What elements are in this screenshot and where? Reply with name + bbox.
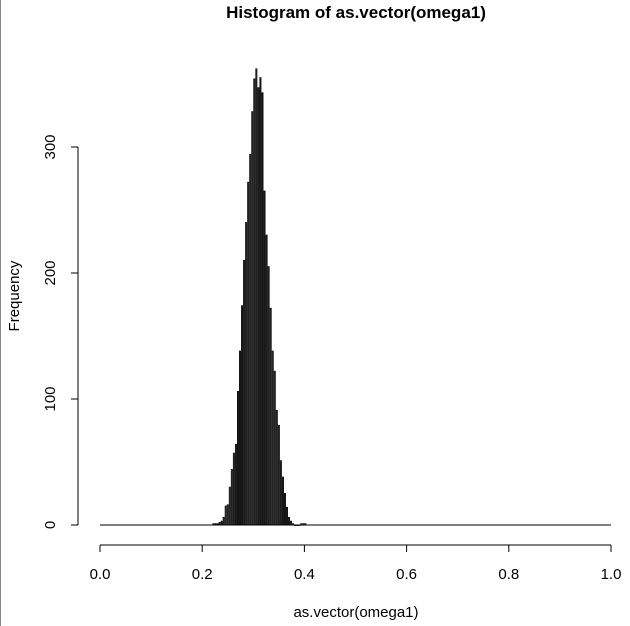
histogram-bar-24 — [261, 92, 264, 526]
histogram-bar-19 — [251, 111, 254, 526]
histogram-bar-28 — [269, 307, 272, 526]
histogram-bar-30 — [273, 370, 276, 526]
histogram-bar-18 — [249, 154, 252, 526]
histogram-bar-7 — [226, 504, 229, 526]
histogram-bar-32 — [277, 425, 280, 526]
histogram-bar-38 — [290, 520, 293, 526]
histogram-bar-4 — [220, 520, 223, 526]
y-axis: 0 100 200 300 — [42, 134, 79, 529]
histogram-bar-34 — [281, 476, 284, 526]
histogram-bar-17 — [247, 181, 250, 526]
histogram-bar-2 — [216, 523, 219, 526]
histogram-bar-43 — [300, 523, 303, 526]
histogram-bar-15 — [243, 259, 246, 526]
x-axis: 0.0 0.2 0.4 0.6 0.8 1.0 — [90, 544, 622, 583]
histogram-bar-26 — [265, 234, 268, 526]
histogram-bar-16 — [245, 222, 248, 526]
histogram-bar-35 — [284, 493, 286, 526]
y-tick-label-2: 200 — [42, 260, 59, 285]
histogram-bar-27 — [267, 266, 270, 526]
histogram-bar-0 — [212, 523, 215, 526]
histogram-bar-1 — [214, 523, 217, 526]
x-tick-label-5: 1.0 — [601, 566, 622, 583]
histogram-bar-13 — [239, 350, 241, 526]
histogram-bar-36 — [286, 506, 288, 526]
histogram-bar-37 — [288, 516, 291, 526]
y-axis-label: Frequency — [6, 260, 23, 331]
histogram-bar-31 — [275, 409, 278, 526]
histogram-bar-41 — [296, 524, 299, 526]
x-tick-label-0: 0.0 — [90, 566, 111, 583]
histogram-bar-8 — [228, 486, 231, 526]
histogram-bar-29 — [271, 350, 274, 526]
histogram-bar-9 — [230, 469, 233, 526]
y-tick-label-1: 100 — [42, 386, 59, 411]
x-tick-label-2: 0.4 — [294, 566, 315, 583]
histogram-bar-5 — [222, 516, 225, 526]
histogram-bar-45 — [304, 523, 307, 526]
histogram-bar-44 — [302, 523, 305, 526]
histogram-bar-25 — [263, 190, 266, 526]
window-left-border — [0, 0, 1, 626]
chart-title: Histogram of as.vector(omega1) — [226, 3, 486, 22]
histogram-bar-40 — [294, 524, 297, 526]
histogram-bar-14 — [241, 305, 244, 526]
histogram-bars — [212, 68, 307, 526]
y-tick-label-3: 300 — [42, 134, 59, 159]
histogram-bar-23 — [259, 77, 262, 526]
histogram-bar-22 — [257, 87, 260, 526]
histogram-bar-3 — [218, 522, 221, 526]
histogram-bar-39 — [292, 523, 295, 526]
histogram-bar-11 — [234, 443, 237, 526]
histogram-bar-12 — [237, 390, 239, 526]
histogram-bar-33 — [279, 460, 282, 526]
y-tick-label-0: 0 — [42, 521, 59, 529]
histogram-bar-10 — [232, 452, 235, 526]
x-axis-label: as.vector(omega1) — [293, 604, 418, 621]
x-tick-label-4: 0.8 — [498, 566, 519, 583]
x-tick-label-1: 0.2 — [192, 566, 213, 583]
x-tick-label-3: 0.6 — [396, 566, 417, 583]
histogram-bar-20 — [253, 78, 256, 526]
histogram-bar-21 — [255, 68, 258, 526]
histogram-bar-42 — [298, 524, 301, 526]
histogram-bar-6 — [224, 505, 227, 526]
